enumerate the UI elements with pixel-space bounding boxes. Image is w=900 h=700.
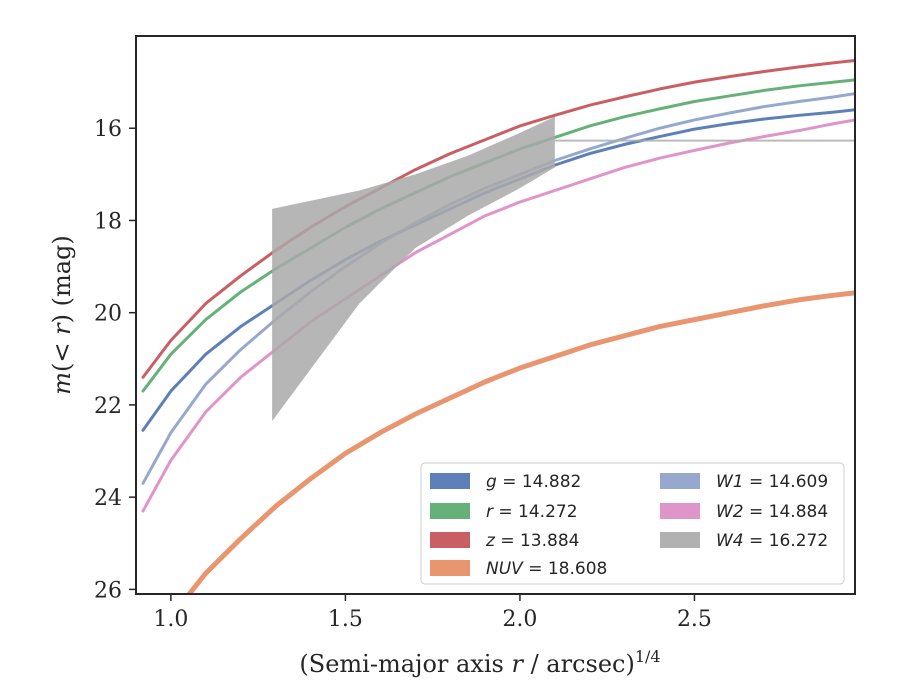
legend-swatch-w4 xyxy=(660,532,700,548)
legend-swatch-r xyxy=(430,503,470,519)
legend-label-w4: W4 = 16.272 xyxy=(716,531,828,551)
legend-item-r: r = 14.272 xyxy=(430,502,578,522)
legend-swatch-z xyxy=(430,532,470,548)
legend-item-g: g = 14.882 xyxy=(430,472,581,492)
x-axis-label-rest: / arcsec) xyxy=(523,650,635,678)
x-tick-label: 2.0 xyxy=(502,607,537,632)
legend-label-w1: W1 = 14.609 xyxy=(716,472,828,492)
legend-label-w2: W2 = 14.884 xyxy=(716,502,828,522)
legend-label-z: z = 13.884 xyxy=(485,531,579,551)
x-axis-label-main: (Semi-major axis xyxy=(299,650,511,678)
x-tick-label: 1.0 xyxy=(153,607,188,632)
y-axis-label-mid: (< xyxy=(48,335,76,372)
plot-frame xyxy=(135,35,856,595)
legend-item-w4: W4 = 16.272 xyxy=(660,531,828,551)
legend-item-w1: W1 = 14.609 xyxy=(660,472,828,492)
y-tick-label: 24 xyxy=(94,486,122,511)
ticks-layer: 1.0 1.5 2.0 2.5 16 18 20 22 24 26 xyxy=(94,117,712,632)
x-axis-label-var: r xyxy=(511,650,524,678)
legend-item-nuv: NUV = 18.608 xyxy=(430,559,607,579)
x-axis-label: (Semi-major axis r / arcsec)1/4 xyxy=(299,647,660,678)
y-tick-label: 22 xyxy=(94,394,122,419)
y-axis-label-m: m xyxy=(48,372,76,395)
legend-swatch-w2 xyxy=(660,503,700,519)
legend-frame xyxy=(420,462,845,585)
y-axis-label-rest: ) (mag) xyxy=(48,235,76,323)
x-axis-label-sup: 1/4 xyxy=(635,647,661,666)
legend-swatch-g xyxy=(430,473,470,489)
legend-item-w2: W2 = 14.884 xyxy=(660,502,828,522)
legend-label-g: g = 14.882 xyxy=(486,472,581,492)
series-nuv-line xyxy=(186,290,855,594)
y-tick-label: 26 xyxy=(94,578,122,603)
legend-label-nuv: NUV = 18.608 xyxy=(486,559,607,579)
y-tick-label: 18 xyxy=(94,209,122,234)
legend-swatch-w1 xyxy=(660,473,700,489)
y-axis-label-r: r xyxy=(48,322,76,335)
y-tick-label: 20 xyxy=(94,302,122,327)
series-z-line xyxy=(141,58,855,379)
y-tick-label: 16 xyxy=(94,117,122,142)
series-layer xyxy=(141,58,855,594)
x-tick-label: 1.5 xyxy=(328,607,363,632)
legend: g = 14.882 r = 14.272 z = 13.884 NUV = 18.6… xyxy=(420,462,845,585)
x-tick-label: 2.5 xyxy=(677,607,712,632)
legend-item-z: z = 13.884 xyxy=(430,531,579,551)
legend-label-r: r = 14.272 xyxy=(486,502,578,522)
series-w4-band xyxy=(272,116,555,422)
legend-swatch-nuv xyxy=(430,560,470,576)
y-axis-label: m(< r) (mag) xyxy=(48,235,76,395)
